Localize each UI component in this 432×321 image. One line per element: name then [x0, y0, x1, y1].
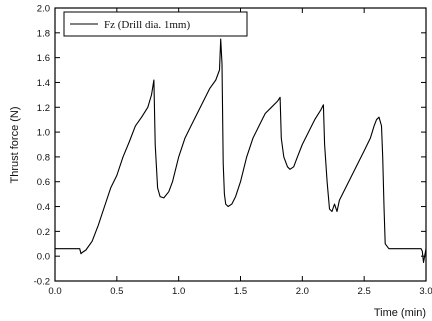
y-tick-label: 0.6 [37, 177, 50, 188]
y-tick-label: 0.4 [37, 202, 50, 213]
y-axis-title: Thrust force (N) [9, 106, 21, 183]
y-tick-label: 1.0 [37, 128, 50, 139]
y-tick-label: 2.0 [37, 4, 50, 15]
x-tick-label: 1.0 [172, 286, 185, 297]
legend: Fz (Drill dia. 1mm) [63, 11, 248, 37]
legend-box [63, 11, 248, 37]
y-tick-label: 1.8 [37, 28, 50, 39]
x-tick-label: 0.5 [110, 286, 123, 297]
x-tick-label: 3.0 [419, 286, 432, 297]
series-line-fz [55, 38, 427, 263]
y-tick-label: 1.6 [37, 53, 50, 64]
y-tick-label: 0.8 [37, 152, 50, 163]
y-axis-ticks: -0.2 0.0 0.2 0.4 0.6 0.8 1.0 1.2 1.4 1.6 1.8 2.0 [34, 4, 426, 288]
x-axis-title: Time (min) [374, 307, 426, 319]
plot-frame [54, 7, 427, 282]
y-tick-label: -0.2 [34, 277, 50, 288]
y-tick-label: 1.2 [37, 103, 50, 114]
x-tick-label: 2.5 [358, 286, 371, 297]
y-tick-label: 0.0 [37, 252, 50, 263]
x-tick-label: 0.0 [48, 286, 61, 297]
x-tick-label: 2.0 [296, 286, 309, 297]
x-axis-ticks: 0.0 0.5 1.0 1.5 2.0 2.5 3.0 [48, 8, 432, 297]
y-tick-label: 1.4 [37, 78, 50, 89]
x-tick-label: 1.5 [234, 286, 247, 297]
y-tick-label: 0.2 [37, 227, 50, 238]
legend-label-fz: Fz (Drill dia. 1mm) [104, 19, 190, 31]
